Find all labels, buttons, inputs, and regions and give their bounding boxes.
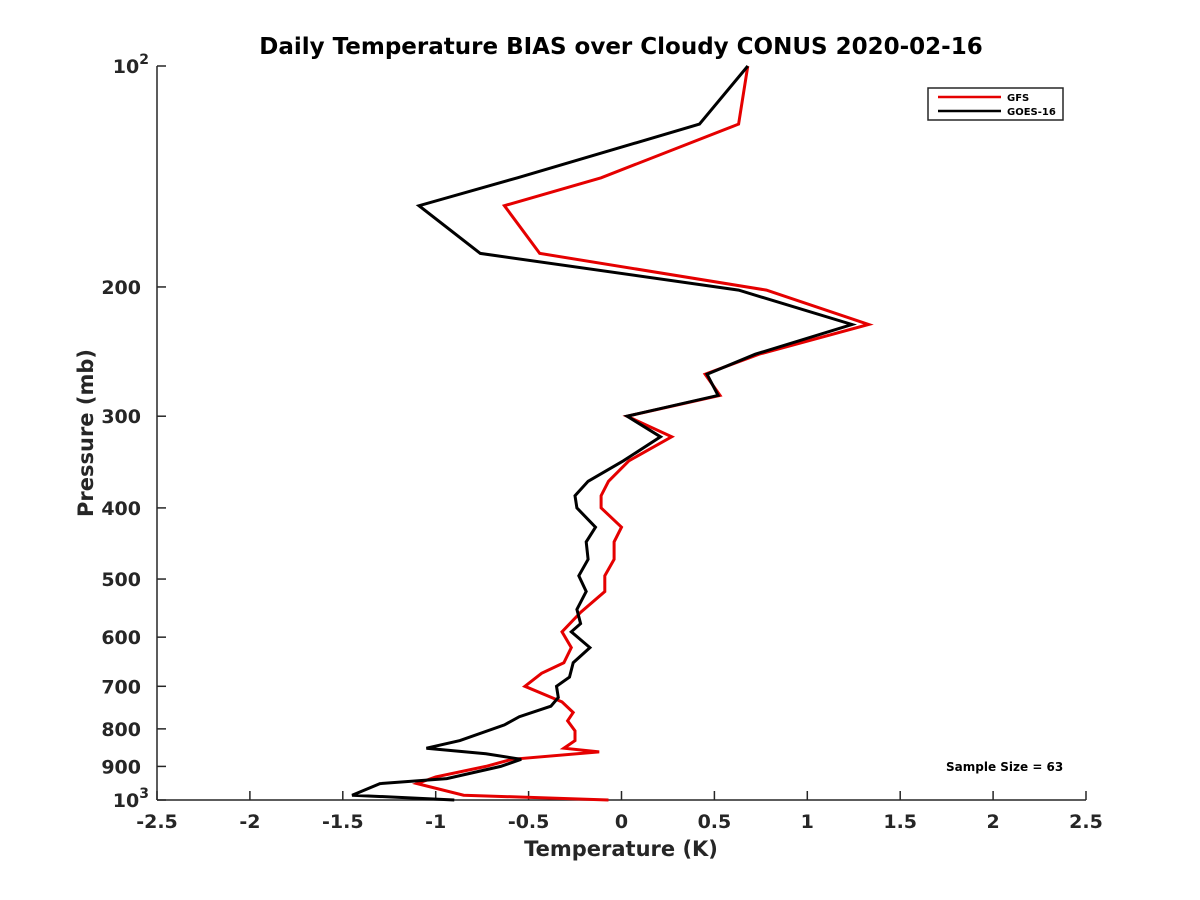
x-ticks: -2.5 -2 -1.5 -1 -0.5 0 0.5 1 1.5 2 2.5 [136, 791, 1103, 833]
y-tick-label: 600 [101, 627, 141, 649]
x-axis-label: Temperature (K) [524, 837, 718, 861]
x-tick-label: 2.5 [1069, 811, 1103, 833]
y-tick-exponent: 2 [139, 52, 149, 68]
x-tick-label: -0.5 [508, 811, 550, 833]
y-axis-label: Pressure (mb) [74, 349, 98, 517]
x-tick-label: 1.5 [883, 811, 917, 833]
y-tick-label: 900 [101, 756, 141, 778]
y-tick-exponent: 3 [139, 786, 149, 802]
y-tick-label: 700 [101, 676, 141, 698]
x-tick-label: 0.5 [698, 811, 732, 833]
x-tick-label: 2 [986, 811, 999, 833]
x-tick-label: -1.5 [322, 811, 364, 833]
y-tick-label: 200 [101, 277, 141, 299]
series-line-gfs [411, 65, 874, 802]
axes [156, 66, 1086, 801]
y-tick-label: 800 [101, 719, 141, 741]
legend-label: GFS [1007, 93, 1029, 104]
y-tick-base: 10 [113, 790, 139, 812]
series-lines [351, 65, 874, 802]
x-tick-label: -2.5 [136, 811, 178, 833]
x-tick-label: 1 [801, 811, 814, 833]
y-tick-base: 10 [113, 56, 139, 78]
legend-box [927, 87, 1064, 121]
y-tick-label: 400 [101, 498, 141, 520]
legend-label: GOES-16 [1007, 107, 1056, 118]
sample-size-annotation: Sample Size = 63 [946, 760, 1063, 774]
x-tick-label: -1 [425, 811, 446, 833]
y-tick-label: 300 [101, 406, 141, 428]
y-tick-label: 500 [101, 569, 141, 591]
x-tick-label: 0 [615, 811, 628, 833]
chart-title: Daily Temperature BIAS over Cloudy CONUS… [259, 34, 982, 60]
y-tick-label: 103 [113, 786, 149, 812]
x-tick-label: -2 [239, 811, 260, 833]
y-tick-label: 102 [113, 52, 149, 78]
series-line-goes-16 [351, 65, 858, 802]
legend: GFS GOES-16 [927, 87, 1064, 121]
